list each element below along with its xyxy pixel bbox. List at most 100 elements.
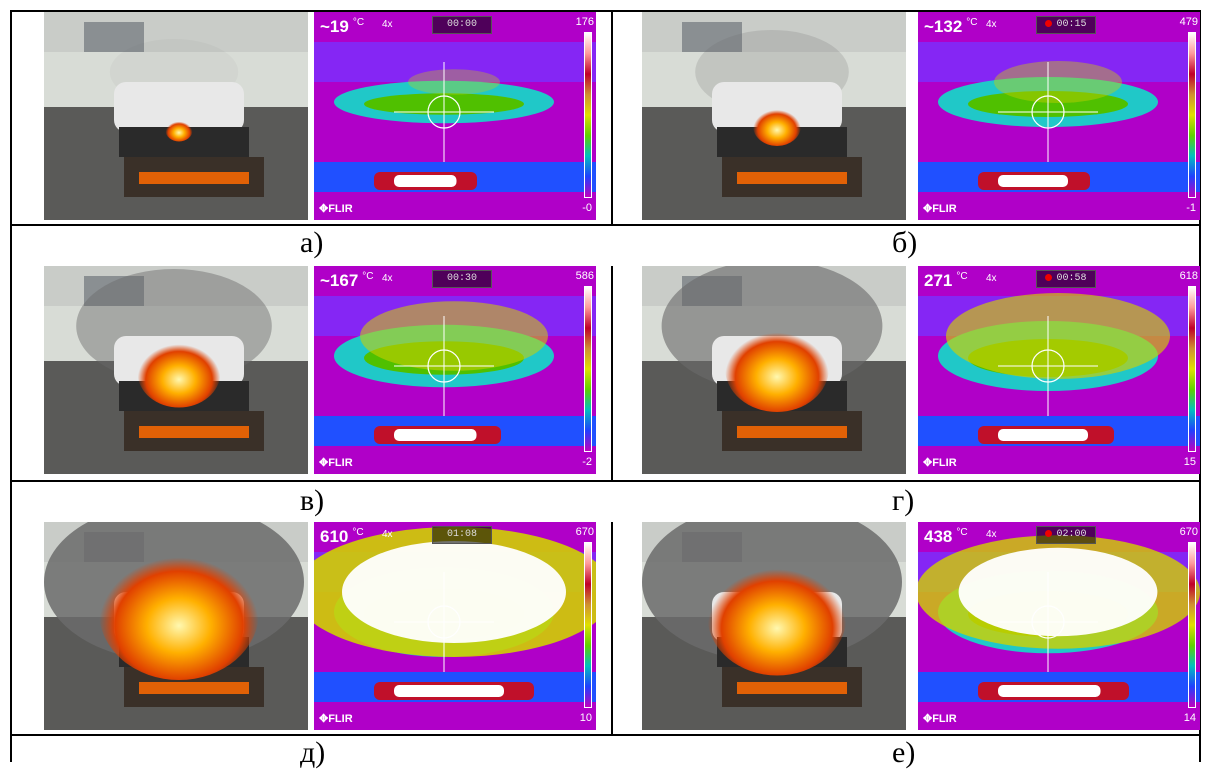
figure-grid — [10, 10, 1201, 762]
scene-photo — [642, 522, 906, 730]
timer-text: 00:30 — [446, 273, 477, 284]
scale-max: 479 — [1179, 16, 1198, 28]
scale-max: 670 — [575, 526, 594, 538]
scale-max: 176 — [575, 16, 594, 28]
thermal-image — [918, 266, 1200, 474]
scale-max: 586 — [575, 270, 594, 282]
zoom-level: 4x — [382, 19, 393, 30]
flir-logo: ✥FLIR — [923, 713, 957, 725]
thermal-panel: ~19 °C 4x 00:00 176 -0 ✥FLIR — [314, 12, 596, 220]
car-fire-photo — [44, 266, 308, 474]
scene-photo — [44, 12, 308, 220]
temperature-value: 610 — [320, 527, 349, 546]
flir-logo: ✥FLIR — [319, 203, 353, 215]
thermal-image — [918, 522, 1200, 730]
car-fire-photo — [44, 522, 308, 730]
record-dot-icon — [1045, 273, 1053, 281]
scale-max: 670 — [1179, 526, 1198, 538]
panel-caption: в) — [300, 484, 325, 517]
flir-logo: ✥FLIR — [319, 713, 353, 725]
scale-min: -2 — [582, 456, 592, 468]
timer-text: 00:15 — [1056, 19, 1087, 30]
panel-caption: г) — [892, 484, 915, 517]
temperature-value: ~19 — [320, 17, 349, 36]
panel-caption: а) — [300, 226, 324, 259]
car-fire-photo — [642, 12, 906, 220]
car-fire-photo — [44, 12, 308, 220]
zoom-level: 4x — [382, 273, 393, 284]
temperature-value: ~132 — [924, 17, 963, 36]
scale-min: 10 — [579, 712, 592, 724]
flir-logo: ✥FLIR — [923, 203, 957, 215]
car-fire-photo — [642, 266, 906, 474]
thermal-image — [918, 12, 1200, 220]
temperature-readout: 610 °C — [320, 527, 364, 547]
recording-timer: 00:15 — [1036, 16, 1096, 34]
temperature-unit: °C — [352, 527, 364, 538]
row-1 — [12, 12, 1199, 226]
temperature-value: 271 — [924, 271, 953, 290]
color-scale-bar — [584, 542, 592, 708]
scene-photo — [44, 266, 308, 474]
timer-text: 00:00 — [446, 19, 477, 30]
panel-caption: б) — [892, 226, 918, 259]
flir-logo: ✥FLIR — [923, 457, 957, 469]
thermal-panel: 610 °C 4x 01:08 670 10 ✥FLIR — [314, 522, 596, 730]
color-scale-bar — [584, 286, 592, 452]
temperature-readout: 438 °C — [924, 527, 968, 547]
recording-timer: 00:58 — [1036, 270, 1096, 288]
zoom-level: 4x — [986, 19, 997, 30]
temperature-value: ~167 — [320, 271, 359, 290]
temperature-unit: °C — [956, 527, 968, 538]
scale-min: -0 — [582, 202, 592, 214]
zoom-level: 4x — [986, 529, 997, 540]
car-fire-photo — [642, 522, 906, 730]
temperature-unit: °C — [362, 271, 374, 282]
recording-timer: 02:00 — [1036, 526, 1096, 544]
thermal-panel: ~167 °C 4x 00:30 586 -2 ✥FLIR — [314, 266, 596, 474]
panel-caption: е) — [892, 736, 916, 769]
temperature-unit: °C — [966, 17, 978, 28]
color-scale-bar — [1188, 32, 1196, 198]
thermal-image — [314, 12, 596, 220]
flir-logo: ✥FLIR — [319, 457, 353, 469]
temperature-unit: °C — [956, 271, 968, 282]
timer-text: 02:00 — [1056, 529, 1087, 540]
panel-caption: д) — [300, 736, 326, 769]
scale-min: -1 — [1186, 202, 1196, 214]
temperature-value: 438 — [924, 527, 953, 546]
thermal-panel: 438 °C 4x 02:00 670 14 ✥FLIR — [918, 522, 1200, 730]
thermal-image — [314, 266, 596, 474]
temperature-readout: ~167 °C — [320, 271, 374, 291]
temperature-readout: 271 °C — [924, 271, 968, 291]
zoom-level: 4x — [986, 273, 997, 284]
temperature-readout: ~132 °C — [924, 17, 978, 37]
timer-text: 00:58 — [1056, 273, 1087, 284]
scene-photo — [642, 266, 906, 474]
divider — [611, 12, 613, 224]
scale-min: 15 — [1183, 456, 1196, 468]
timer-text: 01:08 — [446, 529, 477, 540]
divider — [611, 522, 613, 734]
divider — [611, 266, 613, 480]
record-dot-icon — [1045, 19, 1053, 27]
recording-timer: 01:08 — [432, 526, 492, 544]
scene-photo — [44, 522, 308, 730]
row-3 — [12, 522, 1199, 736]
thermal-panel: 271 °C 4x 00:58 618 15 ✥FLIR — [918, 266, 1200, 474]
thermal-image — [314, 522, 596, 730]
temperature-unit: °C — [352, 17, 365, 28]
scale-max: 618 — [1179, 270, 1198, 282]
record-dot-icon — [1045, 529, 1053, 537]
row-2 — [12, 266, 1199, 482]
zoom-level: 4x — [382, 529, 393, 540]
color-scale-bar — [584, 32, 592, 198]
scene-photo — [642, 12, 906, 220]
temperature-readout: ~19 °C — [320, 17, 364, 37]
recording-timer: 00:00 — [432, 16, 492, 34]
color-scale-bar — [1188, 286, 1196, 452]
color-scale-bar — [1188, 542, 1196, 708]
thermal-panel: ~132 °C 4x 00:15 479 -1 ✥FLIR — [918, 12, 1200, 220]
scale-min: 14 — [1183, 712, 1196, 724]
recording-timer: 00:30 — [432, 270, 492, 288]
